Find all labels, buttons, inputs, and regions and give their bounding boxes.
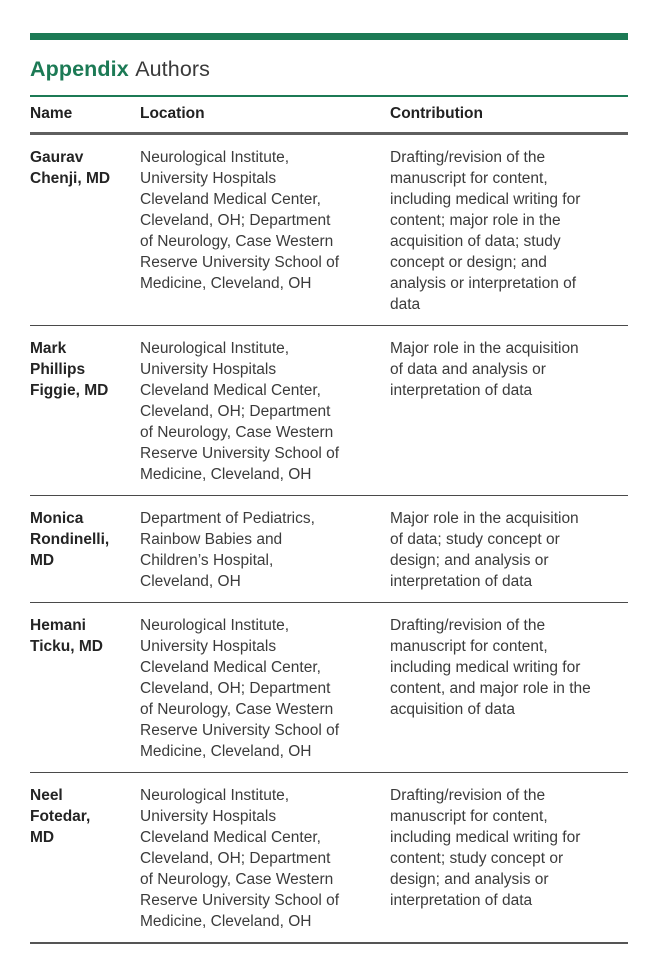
author-contribution: Drafting/revision of the manuscript for … — [390, 149, 581, 313]
authors-label: Authors — [135, 57, 210, 81]
author-name: Hemani Ticku, MD — [30, 602, 140, 773]
table-row: Mark Phillips Figgie, MD Neurological In… — [30, 325, 628, 496]
table-row: Neel Fotedar, MD Neurological Institute,… — [30, 772, 628, 944]
author-location: Department of Pediatrics, Rainbow Babies… — [140, 495, 390, 603]
authors-table: Name Location Contribution Gaurav Chenji… — [30, 97, 628, 944]
appendix-label: Appendix — [30, 57, 129, 81]
author-name: Gaurav Chenji, MD — [30, 149, 111, 187]
table-row: Gaurav Chenji, MD Neurological Institute… — [30, 134, 628, 326]
page-title: Appendix Authors — [30, 56, 628, 82]
column-header-name: Name — [30, 97, 140, 135]
author-location: Neurological Institute, University Hospi… — [140, 325, 390, 496]
author-name: Mark Phillips Figgie, MD — [30, 325, 140, 496]
table-row: Monica Rondinelli, MD Department of Pedi… — [30, 495, 628, 603]
title-divider-rule — [30, 95, 628, 97]
top-accent-bar — [30, 33, 628, 40]
author-contribution: Drafting/revision of the manuscript for … — [390, 602, 628, 773]
column-header-contribution: Contribution — [390, 97, 628, 135]
author-contribution: Major role in the acquisition of data an… — [390, 325, 628, 496]
author-name: Neel Fotedar, MD — [30, 772, 140, 944]
column-header-location: Location — [140, 97, 390, 135]
author-location: Neurological Institute, University Hospi… — [140, 602, 390, 773]
table-header-row: Name Location Contribution — [30, 97, 628, 135]
author-location: Neurological Institute, University Hospi… — [140, 149, 339, 292]
table-row: Hemani Ticku, MD Neurological Institute,… — [30, 602, 628, 773]
author-location: Neurological Institute, University Hospi… — [140, 772, 390, 944]
author-contribution: Major role in the acquisition of data; s… — [390, 495, 628, 603]
author-contribution: Drafting/revision of the manuscript for … — [390, 772, 628, 944]
appendix-authors-page: Appendix Authors Name Location Contributi… — [30, 33, 628, 944]
author-name: Monica Rondinelli, MD — [30, 495, 140, 603]
